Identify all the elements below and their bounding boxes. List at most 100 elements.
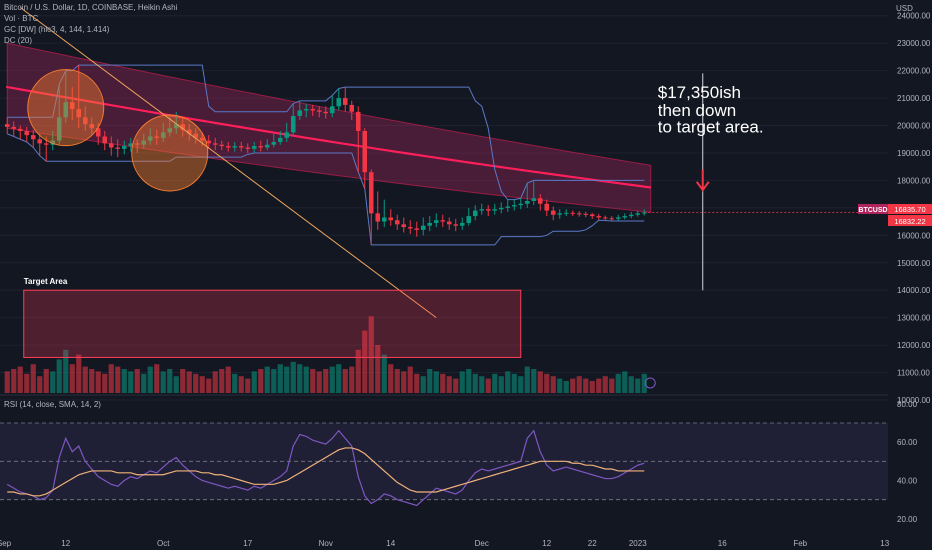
candle-body xyxy=(485,209,491,211)
candle-body xyxy=(407,227,413,229)
volume-bar xyxy=(154,364,160,393)
volume-bar xyxy=(76,354,82,393)
candles xyxy=(4,65,647,245)
candle-body xyxy=(479,209,485,211)
donchian-lower xyxy=(7,133,645,246)
time-tick-label: 12 xyxy=(542,539,551,548)
volume-bar xyxy=(206,378,212,393)
candle-body xyxy=(589,214,595,217)
symbol-price-tag: BTCUSD 16835.70 16832.22 xyxy=(858,204,932,226)
down-arrow-icon xyxy=(695,169,710,192)
candle-body xyxy=(531,198,537,201)
volume-bar xyxy=(11,369,17,393)
price-tick-label: 21000.00 xyxy=(897,94,931,103)
candle-body xyxy=(212,143,218,145)
channel-fill xyxy=(6,41,652,213)
price-tick-label: 22000.00 xyxy=(897,67,931,76)
candle-body xyxy=(206,140,212,144)
candle-body xyxy=(56,117,62,141)
donchian-upper xyxy=(7,64,645,201)
volume-bar xyxy=(453,378,459,393)
volume-bar xyxy=(381,354,387,393)
candle-body xyxy=(628,214,634,217)
symbol-legend: Bitcoin / U.S. Dollar, 1D, COINBASE, Hei… xyxy=(4,3,178,12)
second-price-tag-bg xyxy=(888,215,932,226)
volume-bar xyxy=(43,369,49,393)
volume-bar xyxy=(602,376,608,393)
candle-body xyxy=(258,146,264,148)
candle-body xyxy=(563,212,569,214)
volume-bar xyxy=(550,376,556,393)
time-tick-label: Nov xyxy=(319,539,333,548)
volume-bar xyxy=(82,366,88,393)
rsi-sma-line xyxy=(7,447,645,497)
candle-body xyxy=(420,225,426,230)
volume-bar xyxy=(134,369,140,393)
time-tick-label: 2023 xyxy=(629,539,647,548)
volume-bar xyxy=(225,366,231,393)
volume-bar xyxy=(238,376,244,393)
volume-bar xyxy=(310,369,316,393)
candle-body xyxy=(186,129,192,134)
volume-bar xyxy=(355,349,361,393)
volume-bar xyxy=(563,381,569,393)
candle-body xyxy=(316,110,322,112)
candle-body xyxy=(154,136,160,138)
volume-bar xyxy=(622,371,628,393)
time-tick-label: Oct xyxy=(157,539,170,548)
volume-bar xyxy=(336,364,342,393)
candle-body xyxy=(524,201,530,204)
volume-bar xyxy=(628,376,634,393)
candle-body xyxy=(609,218,615,220)
candle-body xyxy=(95,128,101,137)
volume-bar xyxy=(212,371,218,393)
price-tick-label: 11000.00 xyxy=(897,369,930,378)
candle-body xyxy=(4,124,10,127)
candle-body xyxy=(225,146,231,148)
volume-bar xyxy=(95,371,101,393)
volume-bar xyxy=(160,371,166,393)
candle-body xyxy=(446,221,452,225)
candle-body xyxy=(433,220,439,223)
volume-bar xyxy=(297,364,303,393)
price-tick-label: 23000.00 xyxy=(897,39,931,48)
price-tick-label: 20000.00 xyxy=(897,122,931,131)
volume-bar xyxy=(492,373,498,393)
candle-body xyxy=(381,217,387,222)
candle-body xyxy=(251,146,257,149)
volume-bar xyxy=(414,373,420,393)
rsi-line xyxy=(6,429,645,507)
volume-bar xyxy=(544,373,550,393)
candle-body xyxy=(11,126,17,129)
volume-bar xyxy=(277,364,283,393)
volume-bar xyxy=(557,378,563,393)
volume-bar xyxy=(63,349,69,393)
last-price-tag: 16835.70 xyxy=(894,205,925,214)
candle-body xyxy=(141,140,147,145)
volume-bar xyxy=(50,371,56,393)
volume-bar xyxy=(323,369,329,393)
rsi-tick-label: 60.00 xyxy=(897,438,918,447)
volume-bar xyxy=(446,376,452,393)
candle-body xyxy=(37,139,43,144)
candle-body xyxy=(30,135,36,140)
volume-bar xyxy=(615,373,621,393)
price-tick-label: 10000.00 xyxy=(897,396,931,405)
time-tick-label: 13 xyxy=(880,539,889,548)
price-tick-label: 15000.00 xyxy=(897,259,931,268)
candle-body xyxy=(219,144,225,147)
candle-body xyxy=(375,213,381,222)
volume-bar xyxy=(505,371,511,393)
volume-bar xyxy=(186,371,192,393)
candle-body xyxy=(388,217,394,221)
candle-body xyxy=(180,124,186,130)
candle-body xyxy=(232,146,238,148)
candle-body xyxy=(557,213,563,215)
symbol-tag-text: BTCUSD xyxy=(858,207,887,214)
candle-body xyxy=(199,137,205,141)
candle-body xyxy=(615,217,621,219)
volume-bar xyxy=(570,378,576,393)
candle-body xyxy=(576,213,582,215)
volume-bar xyxy=(362,330,368,393)
candle-body xyxy=(290,115,296,133)
